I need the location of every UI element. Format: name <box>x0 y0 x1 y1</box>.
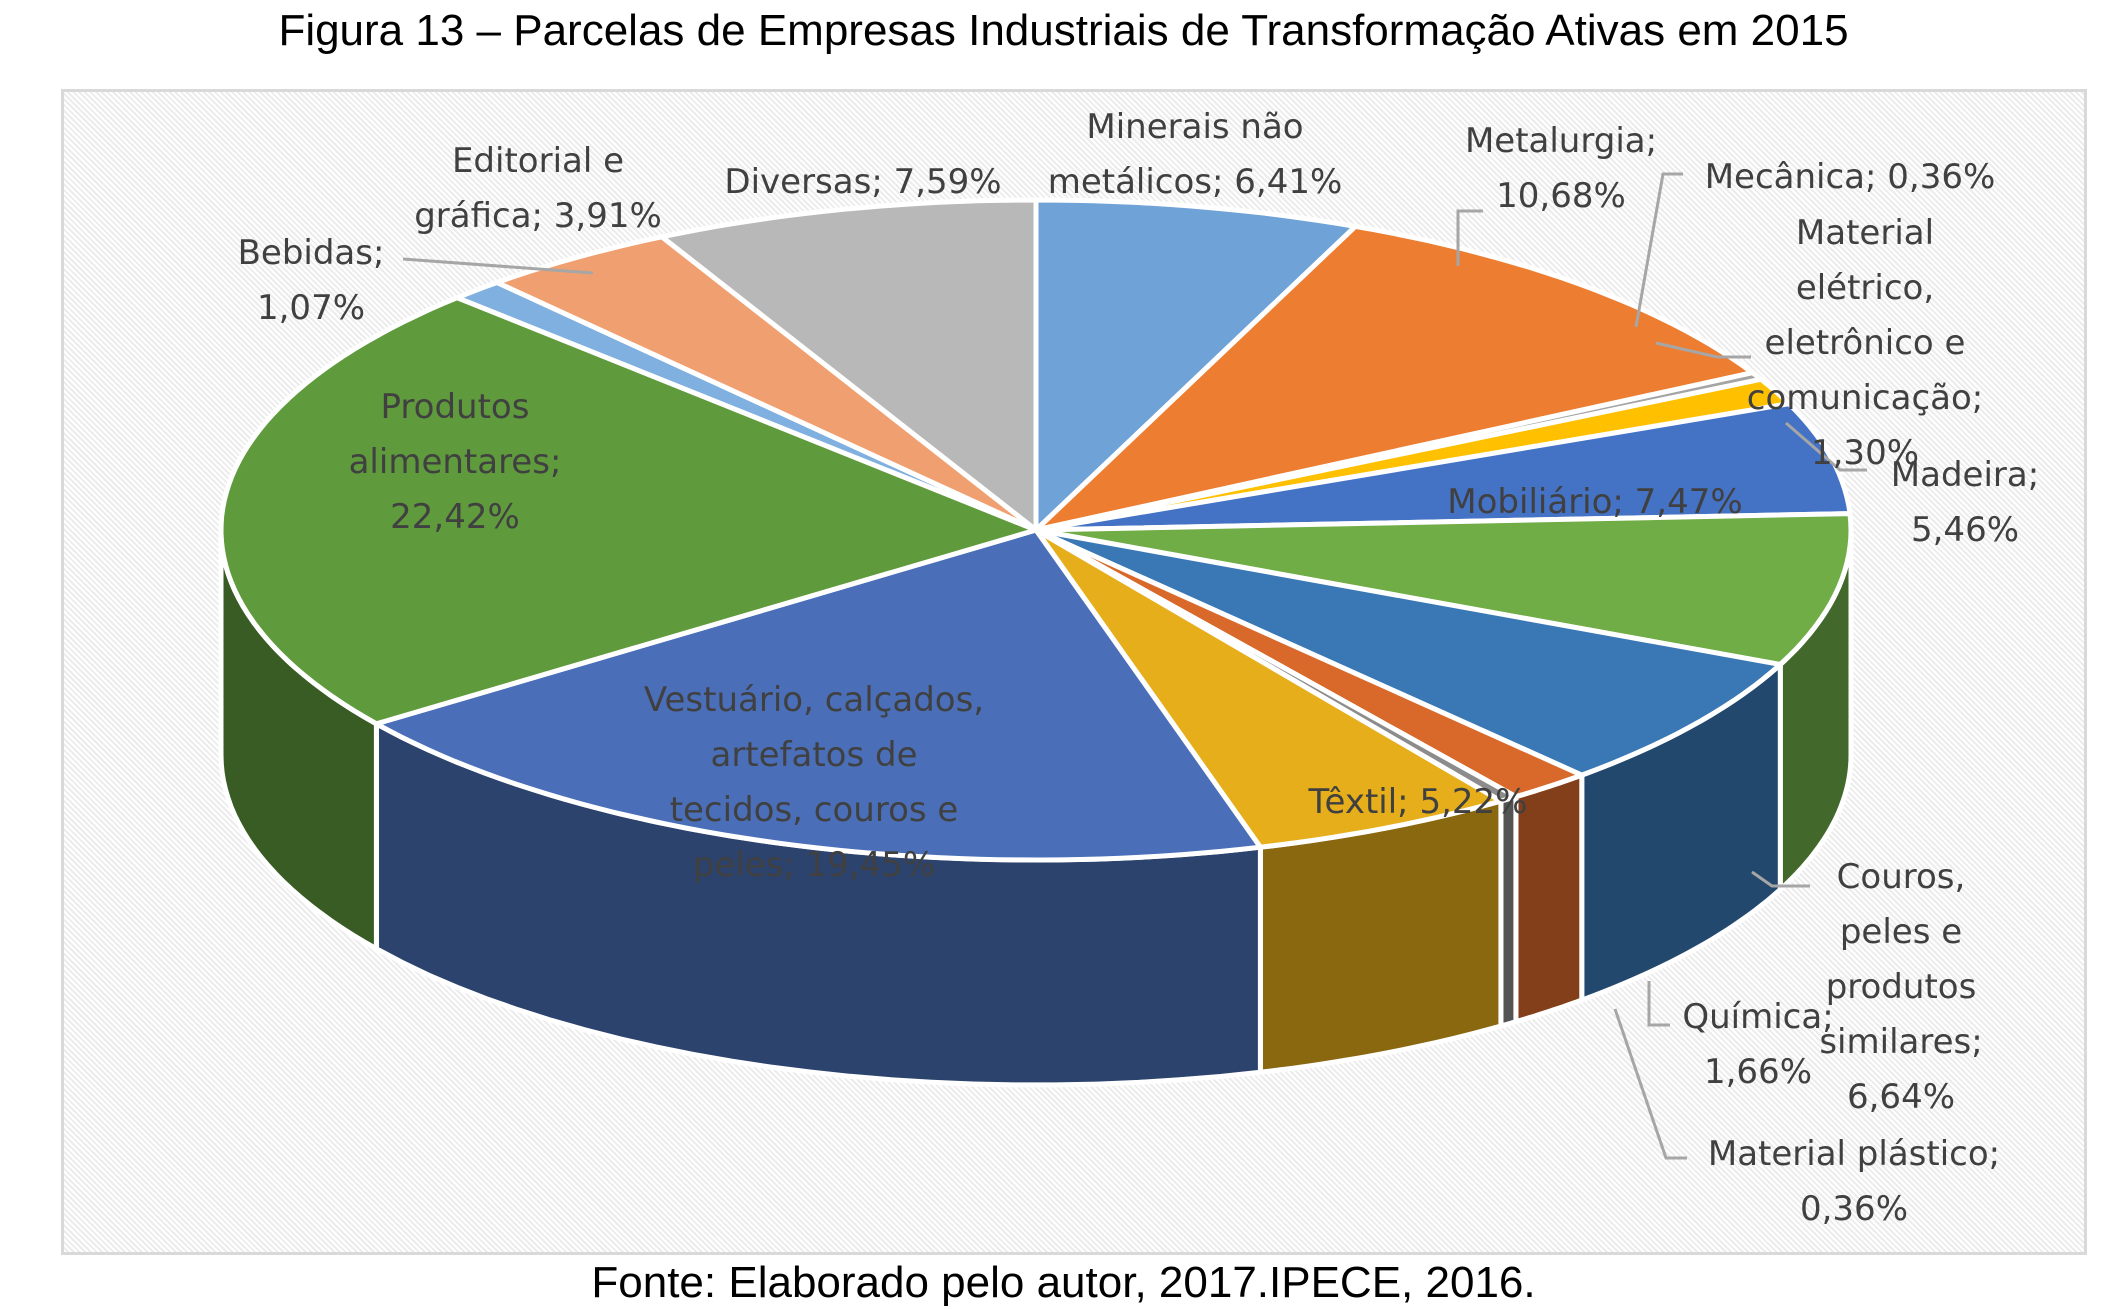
data-label: Vestuário, calçados, artefatos de tecidos,… <box>644 673 984 893</box>
chart-source: Fonte: Elaborado pelo autor, 2017.IPECE,… <box>591 1258 1536 1307</box>
data-label-line: comunicação; <box>1746 378 1984 418</box>
data-label-line: 0,36% <box>1799 1189 1908 1229</box>
data-label-line: Produtos <box>380 387 530 427</box>
pie-slice <box>659 197 1039 533</box>
data-label-line: peles e <box>1839 912 1963 952</box>
data-label-line: 10,68% <box>1496 176 1626 216</box>
data-label: Diversas; 7,59% <box>724 155 1001 210</box>
data-label-line: 6,64% <box>1846 1077 1956 1117</box>
data-label-line: produtos <box>1825 967 1977 1007</box>
data-label-line: Vestuário, calçados, <box>643 680 985 720</box>
data-label-line: Têxtil; 5,22% <box>1308 782 1528 822</box>
data-label-line: Mecânica; 0,36% <box>1704 157 1996 197</box>
pie-slice <box>1033 527 1504 850</box>
data-label-line: 1,07% <box>256 288 366 328</box>
pie-slice <box>494 234 1039 533</box>
data-label: Produtos alimentares; 22,42% <box>349 380 562 545</box>
pie-slice <box>1033 511 1854 667</box>
data-label: Mobiliário; 7,47% <box>1447 475 1742 530</box>
chart-title: Figura 13 – Parcelas de Empresas Industr… <box>278 6 1849 55</box>
data-label-line: 1,66% <box>1703 1052 1812 1092</box>
data-label-line: Madeira; <box>1890 455 2040 495</box>
data-label: Editorial e gráfica; 3,91% <box>414 134 662 244</box>
data-label-line: Bebidas; <box>237 233 385 273</box>
data-label-line: Minerais não <box>1086 107 1304 147</box>
data-label: Couros, peles e produtos similares; 6,64% <box>1819 850 1982 1125</box>
data-label-line: Química; <box>1682 997 1834 1037</box>
data-label: Mecânica; 0,36% <box>1705 150 1996 205</box>
data-label-line: elétrico, <box>1795 268 1935 308</box>
data-label: Minerais não metálicos; 6,41% <box>1048 100 1343 210</box>
data-label: Metalurgia; 10,68% <box>1465 114 1657 224</box>
data-label-line: 1,30% <box>1810 433 1920 473</box>
data-label-line: tecidos, couros e <box>669 790 959 830</box>
data-label-line: metálicos; 6,41% <box>1047 162 1343 202</box>
data-label-line: Editorial e <box>451 141 625 181</box>
data-label-line: Metalurgia; <box>1464 121 1658 161</box>
leader-line <box>1751 870 1810 888</box>
data-label-line: peles; 19,45% <box>692 845 936 885</box>
leader-line <box>1655 341 1751 359</box>
leader-line <box>1456 209 1483 266</box>
leader-line <box>1785 421 1867 472</box>
data-label-line: similares; <box>1819 1022 1983 1062</box>
data-label-line: Couros, <box>1836 857 1966 897</box>
data-label-line: Material plástico; <box>1707 1134 2001 1174</box>
pie-slice <box>373 527 1263 863</box>
pie-slice <box>218 295 1039 727</box>
data-label-line: 5,46% <box>1910 510 2020 550</box>
data-label-line: Mobiliário; 7,47% <box>1447 482 1743 522</box>
leader-line <box>1634 172 1683 328</box>
leader-line <box>402 257 594 275</box>
data-label-line: eletrônico e <box>1764 323 1966 363</box>
leader-line <box>1647 981 1670 1027</box>
data-label: Bebidas; 1,07% <box>238 226 385 336</box>
data-label-line: 22,42% <box>390 497 520 537</box>
pie-slice <box>1033 197 1358 533</box>
data-label-line: Material <box>1795 213 1935 253</box>
pie-slice <box>1033 401 1853 533</box>
leader-line <box>1613 1008 1687 1160</box>
data-label: Material elétrico, eletrônico e comunicação… <box>1747 206 1983 481</box>
data-label: Madeira; 5,46% <box>1891 448 2039 558</box>
pie-slice <box>1033 223 1755 533</box>
data-label: Química; 1,66% <box>1682 990 1833 1100</box>
pie-slice <box>1033 527 1783 778</box>
data-label-line: alimentares; <box>348 442 562 482</box>
data-label-line: Diversas; 7,59% <box>724 162 1002 202</box>
data-label-line: gráfica; 3,91% <box>414 196 662 236</box>
data-label: Têxtil; 5,22% <box>1309 775 1528 830</box>
data-label-line: artefatos de <box>710 735 918 775</box>
data-label: Material plástico; 0,36% <box>1708 1127 2000 1237</box>
